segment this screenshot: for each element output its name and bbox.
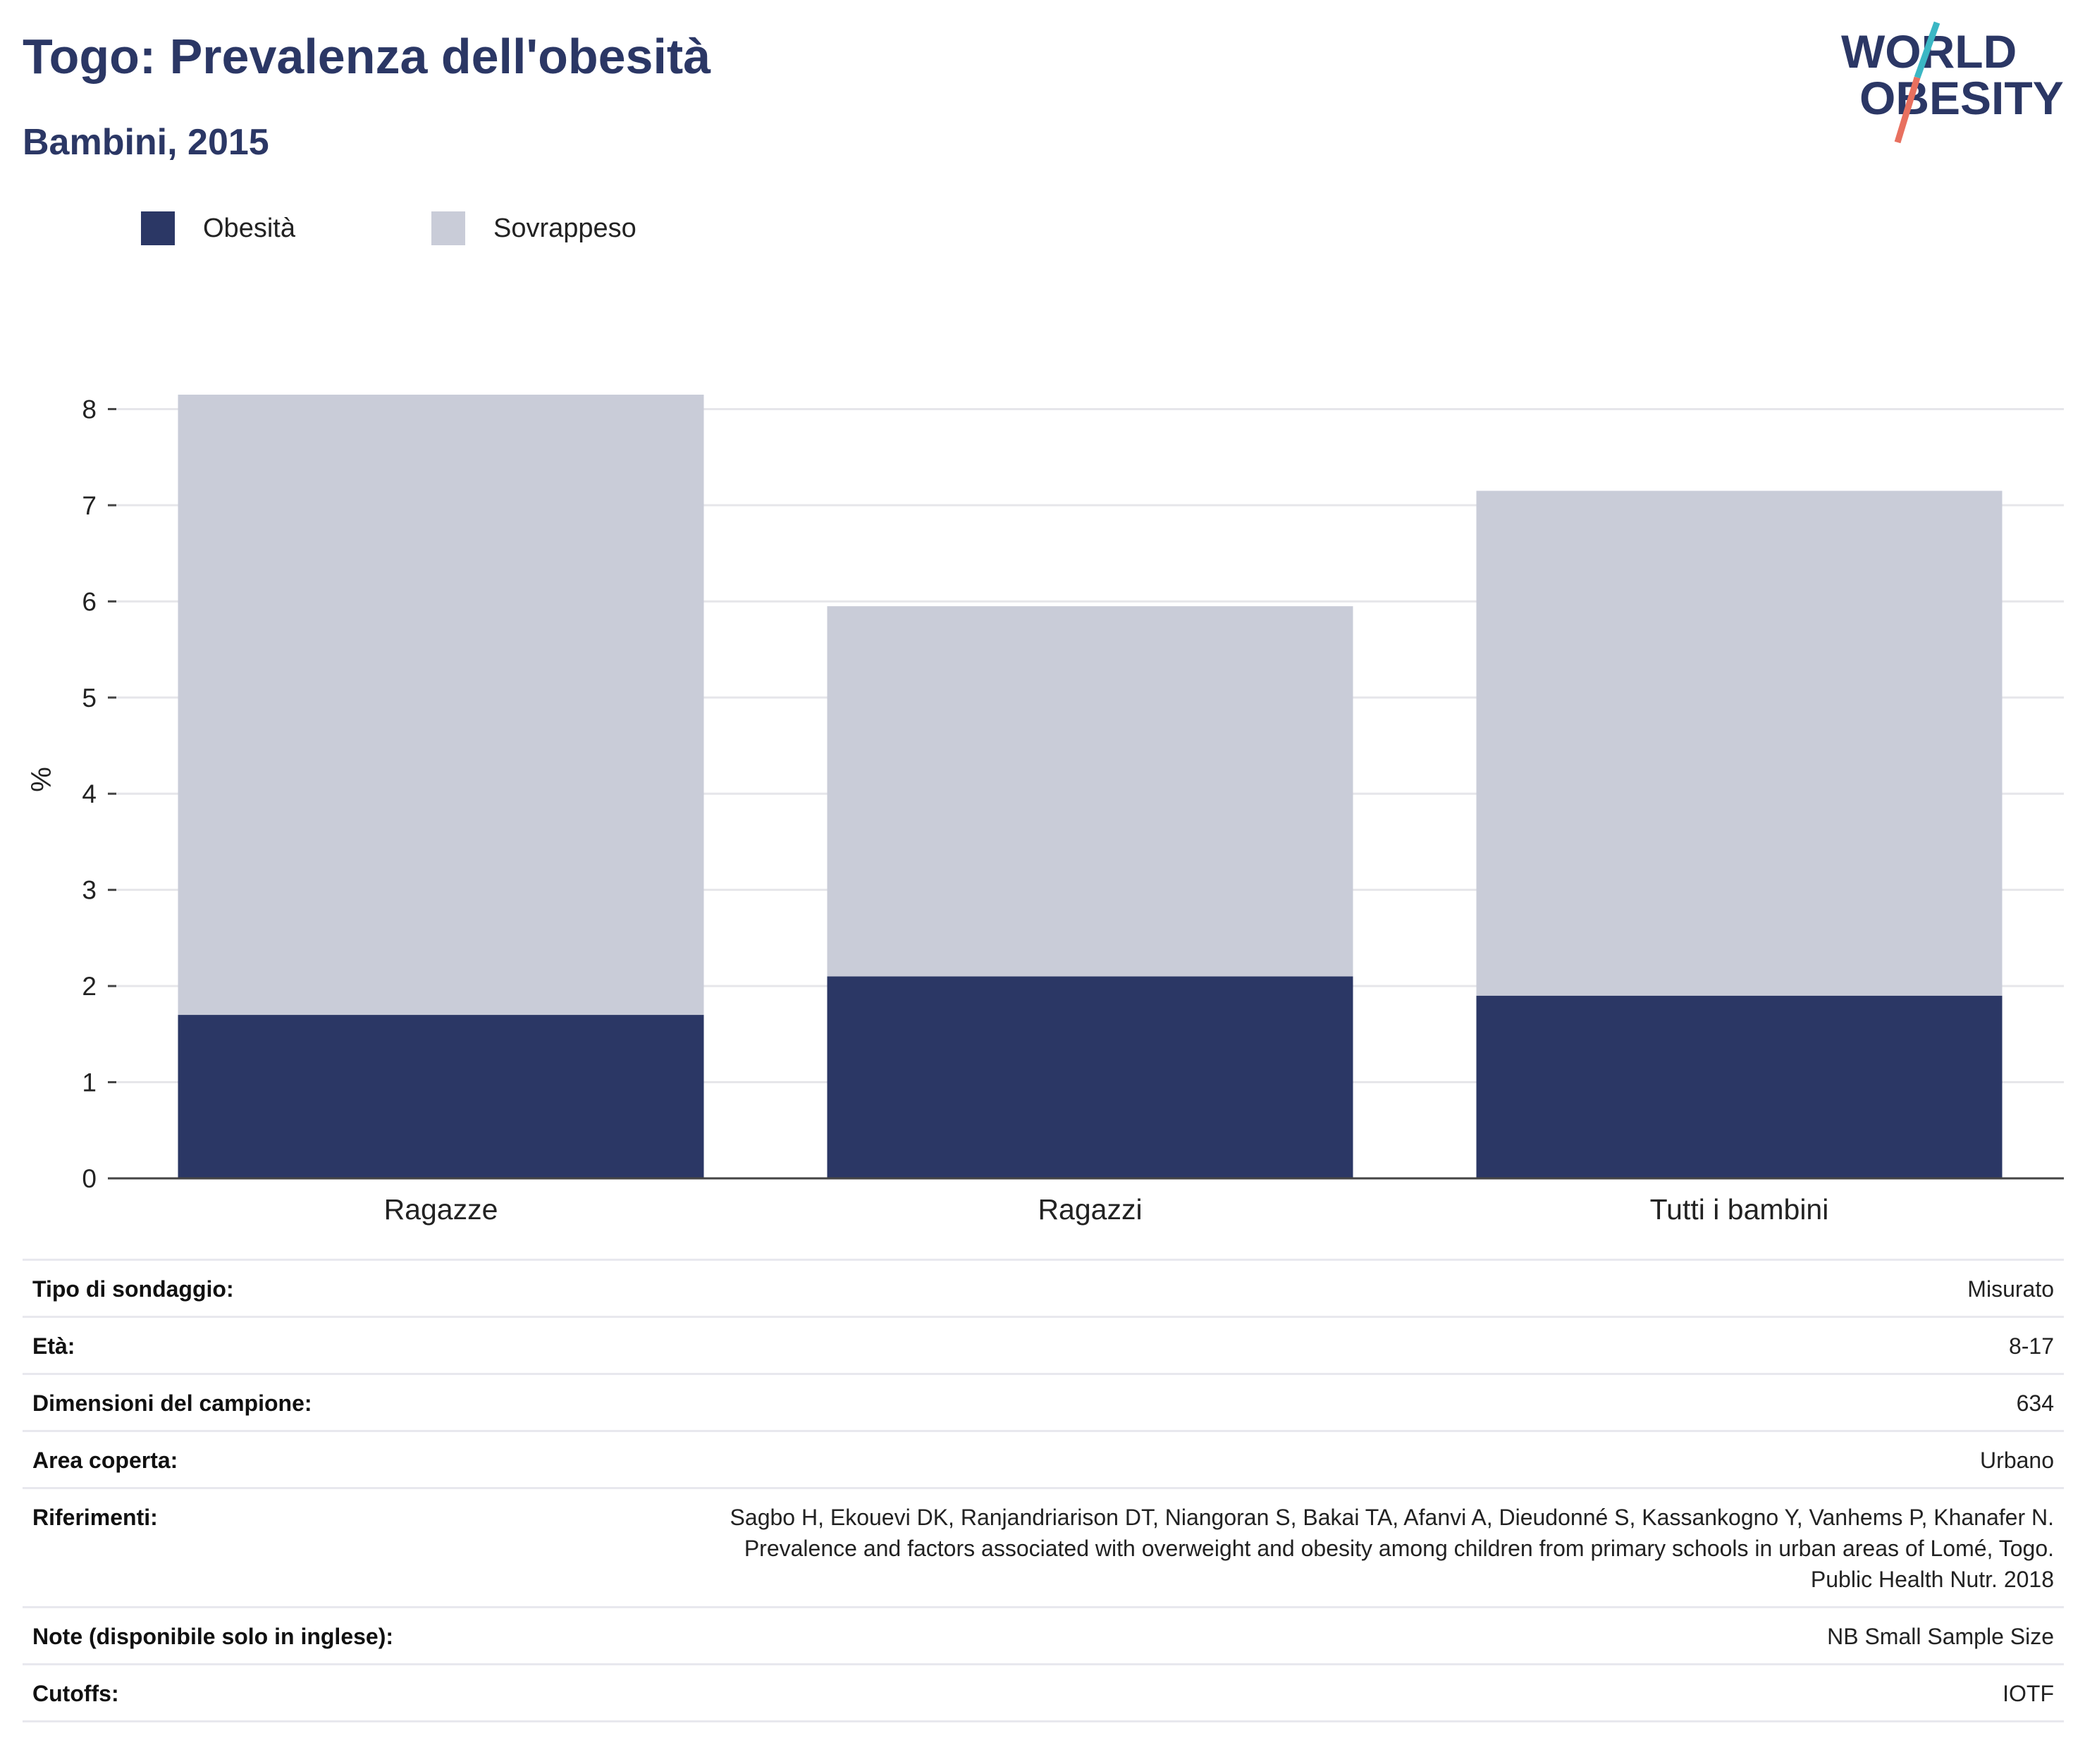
info-label: Area coperta:	[32, 1448, 178, 1473]
y-axis-title: %	[26, 767, 57, 792]
y-tick-label: 7	[82, 491, 97, 520]
x-tick-label: Ragazzi	[1038, 1193, 1142, 1226]
info-row: Dimensioni del campione: 634	[23, 1373, 2064, 1430]
legend-item-obesity: Obesità	[141, 210, 295, 247]
bar-overweight-2	[1476, 491, 2003, 996]
legend-label-overweight: Sovrappeso	[493, 213, 636, 243]
info-row: Area coperta: Urbano	[23, 1430, 2064, 1487]
x-tick-label: Ragazze	[384, 1193, 498, 1226]
info-label: Riferimenti:	[32, 1505, 158, 1530]
info-value: IOTF	[2003, 1681, 2054, 1706]
y-tick-label: 5	[82, 684, 97, 713]
info-label: Dimensioni del campione:	[32, 1390, 312, 1416]
info-value: Sagbo H, Ekouevi DK, Ranjandriarison DT,…	[730, 1505, 2054, 1592]
info-row: Cutoffs: IOTF	[23, 1663, 2064, 1722]
info-value: Misurato	[1967, 1276, 2054, 1302]
bar-obesity-2	[1476, 995, 2003, 1178]
info-label: Note (disponibile solo in inglese):	[32, 1624, 394, 1649]
info-value: Urbano	[1980, 1448, 2054, 1473]
legend-swatch-overweight	[431, 211, 465, 245]
info-value: 634	[2016, 1390, 2054, 1416]
legend-item-overweight: Sovrappeso	[431, 210, 636, 247]
y-tick-label: 2	[82, 972, 97, 1001]
info-label: Tipo di sondaggio:	[32, 1276, 234, 1302]
chart-title: Togo: Prevalenza dell'obesità	[23, 29, 711, 84]
info-row: Note (disponibile solo in inglese): NB Sm…	[23, 1606, 2064, 1663]
y-tick-label: 6	[82, 587, 97, 616]
info-label: Età:	[32, 1333, 75, 1359]
logo-text-obesity: OBESITY	[1859, 72, 2064, 124]
legend-label-obesity: Obesità	[203, 213, 295, 243]
info-value: 8-17	[2008, 1333, 2054, 1359]
info-row: Riferimenti: Sagbo H, Ekouevi DK, Ranjand…	[23, 1487, 2064, 1606]
x-tick-label: Tutti i bambini	[1650, 1193, 1829, 1226]
logo-slash-top	[1914, 21, 1941, 79]
y-tick-label: 4	[82, 779, 97, 808]
y-tick-label: 3	[82, 876, 97, 905]
stacked-bar-chart: 0 1 2 3 4 5 6 7 8% Ragazze Ragazzi Tutti i bambini	[26, 395, 2064, 1226]
y-tick-label: 0	[82, 1164, 97, 1193]
y-tick-label: 1	[82, 1068, 97, 1097]
survey-info-table: Tipo di sondaggio: Misurato Età: 8-17 Dimens…	[23, 1259, 2064, 1722]
chart-subtitle: Bambini, 2015	[23, 122, 269, 163]
info-label: Cutoffs:	[32, 1681, 119, 1706]
info-row: Età: 8-17	[23, 1316, 2064, 1373]
bar-overweight-1	[827, 606, 1353, 977]
world-obesity-logo: WORLD OBESITY	[1841, 21, 2064, 144]
info-value: NB Small Sample Size	[1827, 1624, 2054, 1649]
y-tick-label: 8	[82, 395, 97, 424]
logo-slash-bottom	[1894, 76, 1921, 144]
legend-swatch-obesity	[141, 211, 175, 245]
bar-obesity-1	[827, 976, 1353, 1178]
bar-obesity-0	[178, 1015, 704, 1178]
bar-overweight-0	[178, 395, 704, 1016]
info-row: Tipo di sondaggio: Misurato	[23, 1259, 2064, 1316]
